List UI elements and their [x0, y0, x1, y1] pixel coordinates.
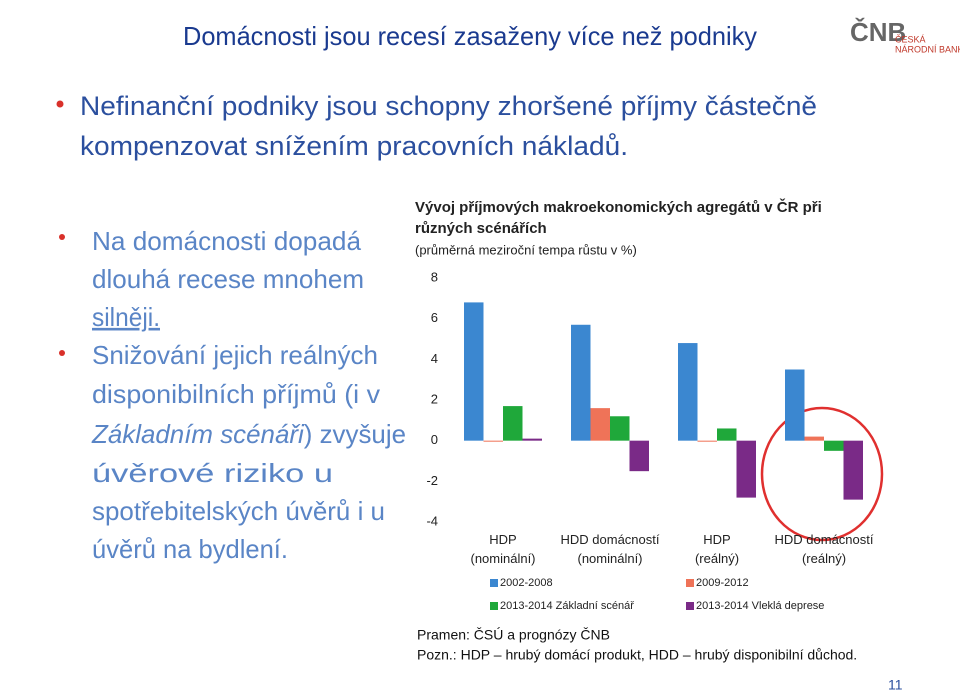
bullet-text: Na domácnosti dopadá	[92, 226, 362, 256]
bar	[697, 440, 717, 442]
bullet-text: úvěrů na bydlení.	[92, 534, 288, 564]
source-note: Pozn.: HDP – hrubý domácí produkt, HDD –…	[417, 647, 857, 663]
bullet-dot	[56, 100, 64, 108]
x-tick-label-line: HDD domácností	[561, 532, 660, 547]
y-tick-label: 0	[431, 432, 438, 447]
bar	[522, 438, 542, 441]
bar	[610, 416, 630, 441]
bar	[717, 428, 737, 441]
bullet-dot	[59, 350, 65, 356]
bullet-text-italic: Základním scénáři	[91, 419, 305, 449]
bar	[483, 440, 503, 442]
bar	[804, 436, 824, 441]
bar	[678, 343, 698, 441]
legend-label: 2002-2008	[500, 577, 553, 589]
bullet-text: silněji.	[92, 302, 160, 332]
legend-swatch	[490, 602, 498, 610]
bar	[843, 440, 863, 500]
bar	[464, 302, 484, 441]
x-tick-label-line: (nominální)	[470, 551, 535, 566]
bullet-text: dlouhá recese mnohem	[92, 264, 364, 294]
chart-title: různých scénářích	[415, 220, 547, 237]
bar	[824, 440, 844, 451]
legend-label: 2013-2014 Vleklá deprese	[696, 600, 824, 612]
x-tick-label-line: HDP	[703, 532, 730, 547]
bullet-text: Základním scénáři) zvyšuje	[91, 419, 406, 449]
y-tick-label: -2	[426, 473, 438, 488]
x-tick-label-line: HDP	[489, 532, 516, 547]
x-tick-label: HDD domácností (reálný)	[775, 532, 874, 566]
bullet-text: Nefinanční podniky jsou schopny zhoršené…	[80, 91, 817, 121]
bullet-text: Snižování jejich reálných	[92, 340, 378, 370]
chart-subtitle: (průměrná meziroční tempa růstu v %)	[415, 242, 637, 257]
slide-title: Domácnosti jsou recesí zasaženy více než…	[183, 21, 757, 51]
legend-swatch	[686, 579, 694, 587]
bar	[629, 440, 649, 472]
logo-text: NÁRODNÍ BANKA	[895, 44, 960, 54]
y-tick-label: 2	[431, 391, 438, 406]
legend-label: 2013-2014 Základní scénář	[500, 600, 634, 612]
y-tick-label: 6	[431, 310, 438, 325]
bar	[736, 440, 756, 498]
bullet-text: úvěrové riziko u	[92, 458, 333, 488]
x-tick-label-line: HDD domácností	[775, 532, 874, 547]
page-number: 11	[888, 677, 903, 693]
y-tick-label: 4	[431, 351, 438, 366]
chart-title: Vývoj příjmových makroekonomických agreg…	[415, 198, 822, 216]
bullet-text: ) zvyšuje	[304, 419, 406, 449]
x-tick-label-line: (nominální)	[577, 551, 642, 566]
legend-swatch	[490, 579, 498, 587]
y-tick-label: 8	[431, 269, 438, 284]
highlight-circle	[760, 406, 884, 542]
bullet-dot	[59, 234, 65, 240]
x-tick-label-line: (reálný)	[695, 551, 739, 566]
legend-label: 2009-2012	[696, 577, 749, 589]
bullet-text: kompenzovat snížením pracovních nákladů.	[80, 131, 628, 161]
bar	[590, 408, 610, 441]
logo-text: ČESKÁ	[895, 34, 926, 44]
x-tick-label: HDP (reálný)	[695, 532, 739, 566]
y-tick-label: -4	[426, 513, 438, 528]
logo-mark: ČNB	[850, 17, 906, 47]
legend-swatch	[686, 602, 694, 610]
source-note: Pramen: ČSÚ a prognózy ČNB	[417, 627, 610, 643]
bar	[785, 369, 805, 441]
bullet-text: disponibilních příjmů (i v	[92, 379, 380, 409]
x-tick-label-line: (reálný)	[802, 551, 846, 566]
bullet-text: spotřebitelských úvěrů i u	[92, 496, 385, 526]
x-tick-label: HDD domácností (nominální)	[561, 532, 660, 566]
bar	[503, 406, 523, 441]
x-tick-label: HDP (nominální)	[470, 532, 535, 566]
bar	[571, 324, 591, 441]
